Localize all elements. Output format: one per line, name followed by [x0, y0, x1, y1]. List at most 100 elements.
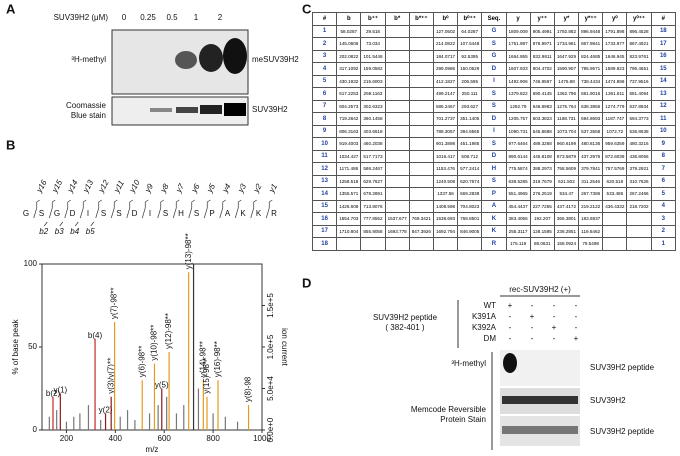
table-cell: 2	[650, 224, 677, 238]
row-label: Protein Stain	[440, 415, 486, 424]
table-cell	[360, 237, 386, 251]
y-ion: y2	[251, 182, 264, 195]
table-cell: 445.8108	[529, 149, 555, 163]
header-cell: y⁰⁺⁺	[626, 12, 652, 26]
table-cell: 311.2546	[578, 174, 604, 188]
table-cell	[408, 174, 434, 188]
table-cell: K	[481, 224, 507, 238]
sign: -	[531, 301, 534, 310]
residue: S	[39, 209, 44, 218]
table-cell: 1379.822	[505, 87, 531, 101]
table-cell	[408, 187, 434, 201]
table-cell: 1791.898	[602, 24, 628, 38]
table-cell: 4	[650, 199, 677, 213]
table-cell: 1073.704	[553, 124, 580, 138]
table-cell: 1	[650, 237, 677, 251]
header-cell: y⁺⁺	[529, 12, 555, 26]
band	[200, 105, 222, 114]
table-cell: 302.6323	[360, 99, 386, 113]
table-cell: 15	[311, 199, 338, 213]
table-cell: 4	[311, 62, 338, 76]
table-cell: 437.2976	[578, 149, 604, 163]
table-cell	[408, 99, 434, 113]
table-cell	[408, 162, 434, 176]
table-cell: 12	[311, 162, 338, 176]
row-label: SUV39H2 peptide	[373, 313, 438, 322]
y-ion: y10	[127, 178, 142, 195]
table-cell: 905.4991	[529, 24, 555, 38]
table-cell	[384, 37, 410, 51]
table-cell	[408, 237, 434, 251]
cleavage	[188, 199, 195, 219]
residue: P	[209, 209, 214, 218]
table-cell: 480.3216	[626, 137, 652, 151]
table-cell: 460.2038	[360, 137, 386, 151]
table-cell: 8	[311, 112, 338, 126]
table-cell: 873.5879	[553, 149, 580, 163]
table-cell: 713.8076	[360, 199, 386, 213]
table-cell: 183.6937	[578, 212, 604, 226]
table-cell: 577.2414	[457, 162, 483, 176]
table-cell: 533.486	[602, 187, 628, 201]
table-cell	[384, 24, 410, 38]
table-cell: 192.207	[529, 212, 555, 226]
y-ion: y1	[267, 182, 280, 195]
table-cell: 1809.009	[505, 24, 531, 38]
x-tick-label: 600	[158, 434, 172, 443]
y2-tick-label: 1.5e+5	[266, 293, 275, 318]
table-cell: 437.4172	[553, 199, 580, 213]
table-cell: 310.7626	[626, 174, 652, 188]
variant-label: K392A	[472, 323, 497, 332]
row-label: SUV39H2	[252, 105, 288, 114]
cleavage	[48, 199, 56, 219]
table-cell: 537.3558	[578, 124, 604, 138]
table-cell: 704.8023	[457, 199, 483, 213]
table-cell	[626, 224, 652, 238]
table-cell: 1072.72	[602, 124, 628, 138]
table-cell: P	[481, 187, 507, 201]
band	[176, 107, 198, 113]
table-cell: 629.7627	[360, 174, 386, 188]
table-cell	[432, 237, 459, 251]
table-cell: 638.3856	[578, 99, 604, 113]
table-cell: 219.2122	[578, 199, 604, 213]
band	[502, 426, 578, 434]
table-cell: 637.8934	[626, 99, 652, 113]
header-cell: Seq.	[481, 12, 507, 26]
table-cell: 6	[311, 87, 338, 101]
y-ion: y9	[143, 182, 156, 195]
table-cell: 719.2842	[336, 112, 362, 126]
table-cell: 1361.811	[602, 87, 628, 101]
table-cell: 2	[311, 37, 338, 51]
table-cell	[384, 199, 410, 213]
table-cell: 638.5285	[505, 174, 531, 188]
y-ion: y3	[236, 182, 249, 195]
table-cell: 517.7173	[360, 149, 386, 163]
table-cell: 738.4434	[578, 74, 604, 88]
table-cell: 14	[650, 74, 677, 88]
table-cell: 412.1827	[432, 74, 459, 88]
row-label: Memcode Reversible	[411, 405, 487, 414]
table-cell	[602, 237, 628, 251]
row-label: Blue stain	[71, 111, 106, 120]
table-cell	[457, 237, 483, 251]
peak-label: y(14)-98**	[198, 341, 207, 377]
conc-label: 0.25	[140, 13, 156, 22]
sign: +	[552, 323, 557, 332]
table-cell: 293.627	[457, 99, 483, 113]
table-cell: 1016.417	[432, 149, 459, 163]
variant-label: WT	[484, 301, 497, 310]
table-cell: 896.9448	[578, 24, 604, 38]
table-cell: 1590.907	[553, 62, 580, 76]
table-cell: 621.502	[553, 174, 580, 188]
header-cell: b⁺⁺	[360, 12, 386, 26]
peak-label: b(2)	[46, 389, 61, 398]
table-cell: D	[481, 149, 507, 163]
table-cell: 454.4437	[505, 199, 531, 213]
conc-title: SUV39H2 (μM)	[54, 13, 109, 22]
table-cell	[408, 199, 434, 213]
table-cell: 17	[650, 37, 677, 51]
table-cell: 977.6464	[505, 137, 531, 151]
residue: S	[116, 209, 121, 218]
table-cell: 901.3898	[432, 137, 459, 151]
